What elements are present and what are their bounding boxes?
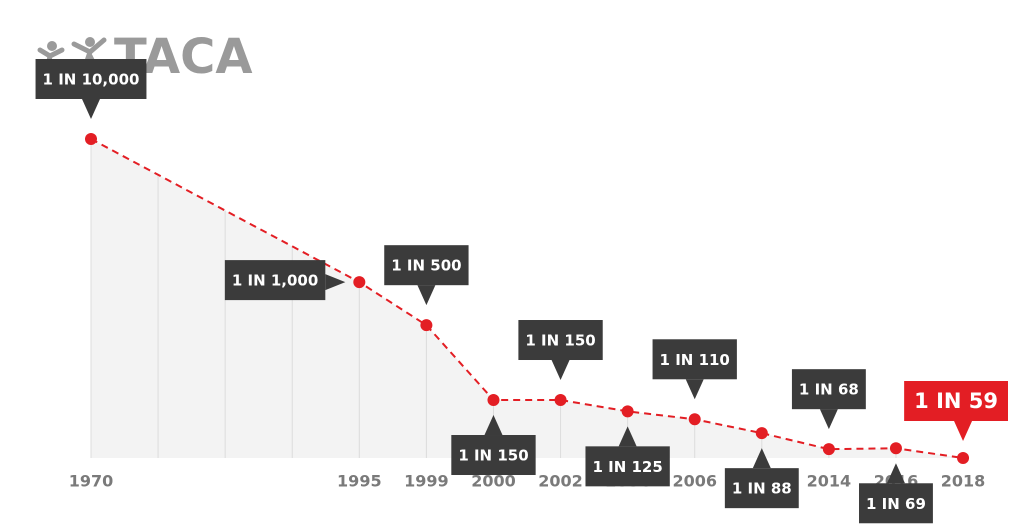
callout: 1 IN 1,000 xyxy=(224,260,346,301)
callout-box xyxy=(791,369,866,410)
callout-label: 1 IN 150 xyxy=(458,447,528,465)
callout-pointer xyxy=(417,285,436,306)
callout-label: 1 IN 125 xyxy=(592,458,662,476)
callout: 1 IN 110 xyxy=(652,339,737,400)
callout: 1 IN 69 xyxy=(859,463,933,524)
callout-pointer xyxy=(618,426,637,447)
x-tick-label: 2000 xyxy=(471,472,516,491)
callout-label: 1 IN 88 xyxy=(732,480,792,498)
callout-box xyxy=(585,446,670,487)
callout-box xyxy=(224,260,326,301)
callout: 1 IN 150 xyxy=(518,320,603,381)
callout-label: 1 IN 68 xyxy=(799,381,859,399)
callout-box xyxy=(384,245,469,286)
point xyxy=(957,452,970,464)
area-fill xyxy=(91,139,964,458)
x-tick-label: 1970 xyxy=(69,472,114,491)
callout-pointer xyxy=(685,379,704,400)
x-tick-label: 2014 xyxy=(807,472,852,491)
point xyxy=(621,405,634,418)
callout-box xyxy=(518,320,603,361)
callout-label: 1 IN 150 xyxy=(525,332,595,350)
callout: 1 IN 10,000 xyxy=(35,59,147,119)
callout: 1 IN 68 xyxy=(791,369,866,430)
callout: 1 IN 59 xyxy=(904,381,1008,441)
callout-label: 1 IN 59 xyxy=(914,389,998,413)
callout: 1 IN 500 xyxy=(384,245,469,306)
point xyxy=(889,442,902,455)
point xyxy=(822,443,835,456)
point xyxy=(688,413,701,426)
callout-label: 1 IN 500 xyxy=(391,257,461,275)
callout-box xyxy=(35,59,147,99)
callout-box xyxy=(859,483,933,524)
x-tick-label: 2006 xyxy=(672,472,717,491)
callout: 1 IN 88 xyxy=(724,448,799,509)
callout-pointer xyxy=(819,409,838,430)
x-tick-label: 1999 xyxy=(404,472,449,491)
x-tick-label: 2002 xyxy=(538,472,583,491)
callout-pointer xyxy=(886,463,905,484)
callout-label: 1 IN 110 xyxy=(660,351,730,369)
callout-pointer xyxy=(954,421,973,441)
x-tick-label: 2018 xyxy=(941,472,986,491)
point xyxy=(554,394,567,407)
callout-pointer xyxy=(752,448,771,469)
line xyxy=(90,138,964,459)
callout: 1 IN 150 xyxy=(451,415,536,476)
callout-pointer xyxy=(484,415,503,436)
callout-label: 1 IN 69 xyxy=(866,495,926,513)
x-tick-label: 1995 xyxy=(337,472,382,491)
point xyxy=(420,319,433,332)
callout-label: 1 IN 10,000 xyxy=(43,71,140,89)
callout-pointer xyxy=(82,99,100,119)
point xyxy=(85,133,97,145)
callout-box xyxy=(652,339,737,380)
point xyxy=(487,394,500,407)
point xyxy=(755,427,768,440)
callout-box xyxy=(904,381,1008,421)
callout-pointer xyxy=(325,274,346,291)
callout-box xyxy=(451,435,536,476)
callout: 1 IN 125 xyxy=(585,426,670,487)
callout-label: 1 IN 1,000 xyxy=(232,272,318,290)
callout-box xyxy=(724,468,799,509)
point xyxy=(353,276,366,289)
callout-pointer xyxy=(551,360,570,381)
